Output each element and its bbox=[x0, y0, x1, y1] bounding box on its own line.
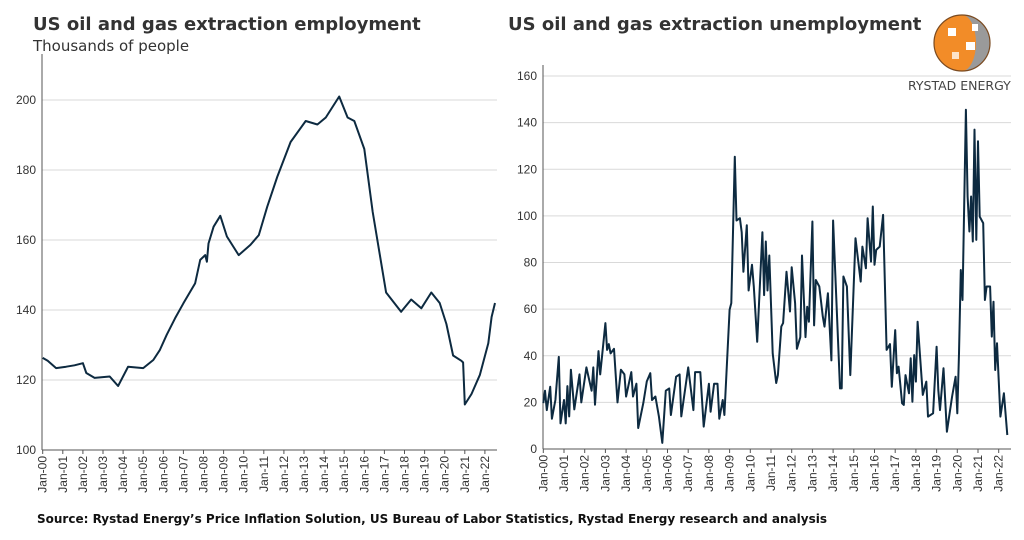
x-tick-label: Jan-12 bbox=[277, 456, 291, 493]
source-note: Source: Rystad Energy’s Price Inflation … bbox=[37, 512, 827, 526]
x-tick-label: Jan-11 bbox=[764, 455, 778, 491]
x-tick-label: Jan-22 bbox=[478, 456, 492, 493]
x-tick-label: Jan-13 bbox=[297, 456, 311, 493]
x-tick-label: Jan-04 bbox=[619, 455, 633, 492]
x-tick-label: Jan-07 bbox=[681, 455, 695, 492]
x-tick-label: Jan-03 bbox=[96, 456, 110, 493]
x-tick-label: Jan-16 bbox=[357, 456, 371, 493]
y-tick-label: 180 bbox=[16, 163, 36, 177]
y-tick-label: 60 bbox=[524, 302, 538, 316]
y-tick-label: 140 bbox=[517, 116, 537, 130]
x-tick-label: Jan-21 bbox=[458, 456, 472, 493]
rystad-logo-globe-icon bbox=[933, 14, 991, 72]
x-tick-label: Jan-05 bbox=[136, 456, 150, 493]
x-tick-label: Jan-02 bbox=[578, 455, 592, 492]
left-chart-title: US oil and gas extraction employment bbox=[33, 14, 421, 35]
x-tick-label: Jan-20 bbox=[950, 455, 964, 492]
x-tick-label: Jan-06 bbox=[661, 455, 675, 492]
x-tick-label: Jan-10 bbox=[237, 456, 251, 493]
x-tick-label: Jan-11 bbox=[257, 456, 271, 492]
x-tick-label: Jan-01 bbox=[557, 455, 571, 492]
rystad-logo-text: RYSTAD ENERGY bbox=[908, 78, 1011, 93]
x-tick-label: Jan-02 bbox=[76, 456, 90, 493]
x-tick-label: Jan-16 bbox=[868, 455, 882, 492]
x-tick-label: Jan-04 bbox=[116, 456, 130, 493]
x-tick-label: Jan-19 bbox=[418, 456, 432, 493]
x-tick-label: Jan-05 bbox=[640, 455, 654, 492]
employment-chart: 100 120 140 160 180 200 Jan-00 Jan-01 Jan-02 Jan-… bbox=[16, 54, 497, 493]
x-tick-label: Jan-17 bbox=[377, 456, 391, 493]
y-tick-label: 100 bbox=[16, 443, 36, 457]
x-tick-label: Jan-08 bbox=[702, 455, 716, 492]
x-tick-label: Jan-09 bbox=[217, 456, 231, 493]
x-tick-label: Jan-01 bbox=[56, 456, 70, 493]
right-chart-title: US oil and gas extraction unemployment bbox=[508, 14, 922, 35]
x-tick-label: Jan-21 bbox=[971, 455, 985, 492]
x-tick-label: Jan-14 bbox=[826, 455, 840, 492]
x-tick-label: Jan-15 bbox=[337, 456, 351, 493]
y-tick-label: 120 bbox=[16, 373, 36, 387]
unemployment-chart: 0 20 40 60 80 100 120 140 160 Jan-00 Jan-01 Jan-02 J… bbox=[517, 65, 1011, 492]
x-tick-label: Jan-18 bbox=[909, 455, 923, 492]
x-tick-label: Jan-17 bbox=[888, 455, 902, 492]
series-line bbox=[542, 108, 1009, 444]
x-tick-label: Jan-08 bbox=[197, 456, 211, 493]
y-tick-label: 100 bbox=[517, 209, 537, 223]
y-tick-label: 160 bbox=[16, 233, 36, 247]
y-tick-label: 0 bbox=[530, 442, 537, 456]
x-tick-label: Jan-09 bbox=[723, 455, 737, 492]
x-tick-label: Jan-19 bbox=[930, 455, 944, 492]
y-tick-label: 80 bbox=[524, 256, 538, 270]
y-tick-label: 40 bbox=[524, 349, 538, 363]
x-tick-label: Jan-07 bbox=[176, 456, 190, 493]
x-tick-label: Jan-18 bbox=[398, 456, 412, 493]
x-tick-label: Jan-20 bbox=[438, 456, 452, 493]
x-tick-label: Jan-22 bbox=[992, 455, 1006, 492]
x-tick-label: Jan-00 bbox=[36, 456, 50, 493]
x-tick-label: Jan-14 bbox=[317, 456, 331, 493]
x-tick-label: Jan-03 bbox=[598, 455, 612, 492]
y-tick-label: 20 bbox=[524, 395, 538, 409]
x-tick-label: Jan-13 bbox=[805, 455, 819, 492]
y-tick-label: 200 bbox=[16, 93, 36, 107]
x-tick-label: Jan-10 bbox=[743, 455, 757, 492]
y-tick-label: 120 bbox=[517, 162, 537, 176]
x-tick-label: Jan-06 bbox=[156, 456, 170, 493]
x-tick-label: Jan-00 bbox=[536, 455, 550, 492]
x-tick-label: Jan-15 bbox=[847, 455, 861, 492]
left-chart-subtitle: Thousands of people bbox=[33, 37, 190, 55]
y-tick-label: 160 bbox=[517, 69, 537, 83]
series-line bbox=[42, 95, 496, 406]
y-tick-label: 140 bbox=[16, 303, 36, 317]
x-tick-label: Jan-12 bbox=[785, 455, 799, 492]
